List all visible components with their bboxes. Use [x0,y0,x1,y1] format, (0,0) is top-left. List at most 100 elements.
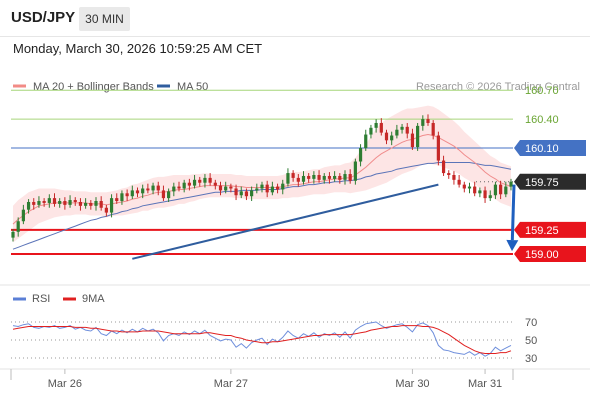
candle-body[interactable] [358,148,363,162]
candle-body[interactable] [198,179,202,183]
candle-body[interactable] [218,185,223,191]
candle-body[interactable] [493,184,498,196]
candle-body[interactable] [333,175,337,179]
candle-body[interactable] [99,201,103,208]
candle-body[interactable] [239,191,243,196]
candle-body[interactable] [452,175,456,180]
candle-body[interactable] [317,175,321,180]
candle-body[interactable] [255,188,259,191]
candle-body[interactable] [488,195,492,199]
candle-body[interactable] [94,201,98,206]
candle-body[interactable] [509,181,513,187]
candle-body[interactable] [187,182,191,186]
candle-body[interactable] [63,201,67,205]
candle-body[interactable] [156,185,160,191]
candle-body[interactable] [47,198,51,203]
candle-body[interactable] [229,186,233,189]
candle-body[interactable] [504,186,508,195]
candle-body[interactable] [286,173,290,184]
candle-body[interactable] [441,160,446,174]
candle-body[interactable] [213,182,217,186]
candle-body[interactable] [26,201,31,210]
candle-body[interactable] [379,122,383,133]
candle-body[interactable] [120,193,124,202]
candle-body[interactable] [348,174,352,181]
candle-body[interactable] [151,185,155,191]
candle-body[interactable] [390,135,394,141]
candle-body[interactable] [473,186,477,194]
candle-body[interactable] [234,188,238,196]
candle-body[interactable] [410,133,415,148]
candle-body[interactable] [224,186,228,191]
candle-body[interactable] [146,188,150,191]
candle-body[interactable] [250,190,254,197]
candle-body[interactable] [125,193,129,197]
candle-body[interactable] [32,201,36,205]
candle-body[interactable] [426,119,430,123]
candle-body[interactable] [208,177,212,183]
candle-body[interactable] [78,201,83,206]
candle-body[interactable] [275,186,280,190]
candle-body[interactable] [400,126,404,130]
candle-body[interactable] [343,174,347,180]
candle-body[interactable] [244,191,249,197]
candle-body[interactable] [104,207,108,213]
candle-body[interactable] [135,190,140,194]
candle-body[interactable] [431,122,435,136]
candle-body[interactable] [192,179,197,186]
candle-body[interactable] [338,175,342,180]
candle-body[interactable] [281,183,285,190]
candle-body[interactable] [291,173,295,178]
candle-body[interactable] [172,186,176,192]
candle-body[interactable] [37,201,41,205]
candle-body[interactable] [369,127,373,135]
candle-body[interactable] [312,175,316,179]
candle-body[interactable] [42,201,46,203]
candle-body[interactable] [301,175,306,182]
candle-body[interactable] [109,198,114,213]
candle-body[interactable] [467,186,472,189]
candle-body[interactable] [416,125,420,148]
candle-body[interactable] [436,135,440,161]
candle-body[interactable] [130,190,134,197]
candle-body[interactable] [353,161,357,181]
candle-body[interactable] [167,191,171,199]
candle-body[interactable] [296,177,300,182]
candle-body[interactable] [322,175,326,180]
candle-body[interactable] [421,119,425,126]
candle-body[interactable] [364,134,368,149]
candle-body[interactable] [115,198,119,202]
candles[interactable] [11,114,513,242]
candle-body[interactable] [11,231,15,238]
candle-body[interactable] [161,190,166,199]
candle-body[interactable] [405,126,409,134]
candle-body[interactable] [499,184,503,195]
candle-body[interactable] [447,173,451,176]
candle-body[interactable] [203,177,207,183]
candle-body[interactable] [16,221,20,232]
candle-body[interactable] [260,184,264,189]
candle-body[interactable] [384,132,389,141]
candle-body[interactable] [177,186,181,189]
timeframe-selector[interactable]: 30 MIN [79,7,130,31]
candle-body[interactable] [68,200,72,205]
candle-body[interactable] [58,201,62,204]
candle-body[interactable] [141,188,145,194]
x-tick-label: Mar 26 [48,378,82,390]
candle-body[interactable] [89,202,93,206]
candle-body[interactable] [307,175,311,179]
candle-body[interactable] [270,186,274,193]
candle-body[interactable] [265,184,269,193]
candle-body[interactable] [21,209,25,222]
candle-body[interactable] [395,129,399,136]
candle-body[interactable] [73,200,77,202]
candle-body[interactable] [462,184,466,189]
candle-body[interactable] [182,182,186,189]
candle-body[interactable] [327,175,332,179]
candle-body[interactable] [374,122,378,128]
candle-body[interactable] [457,179,461,185]
candle-body[interactable] [483,190,487,199]
candle-body[interactable] [478,190,482,194]
candle-body[interactable] [84,202,88,206]
candle-body[interactable] [52,198,57,204]
